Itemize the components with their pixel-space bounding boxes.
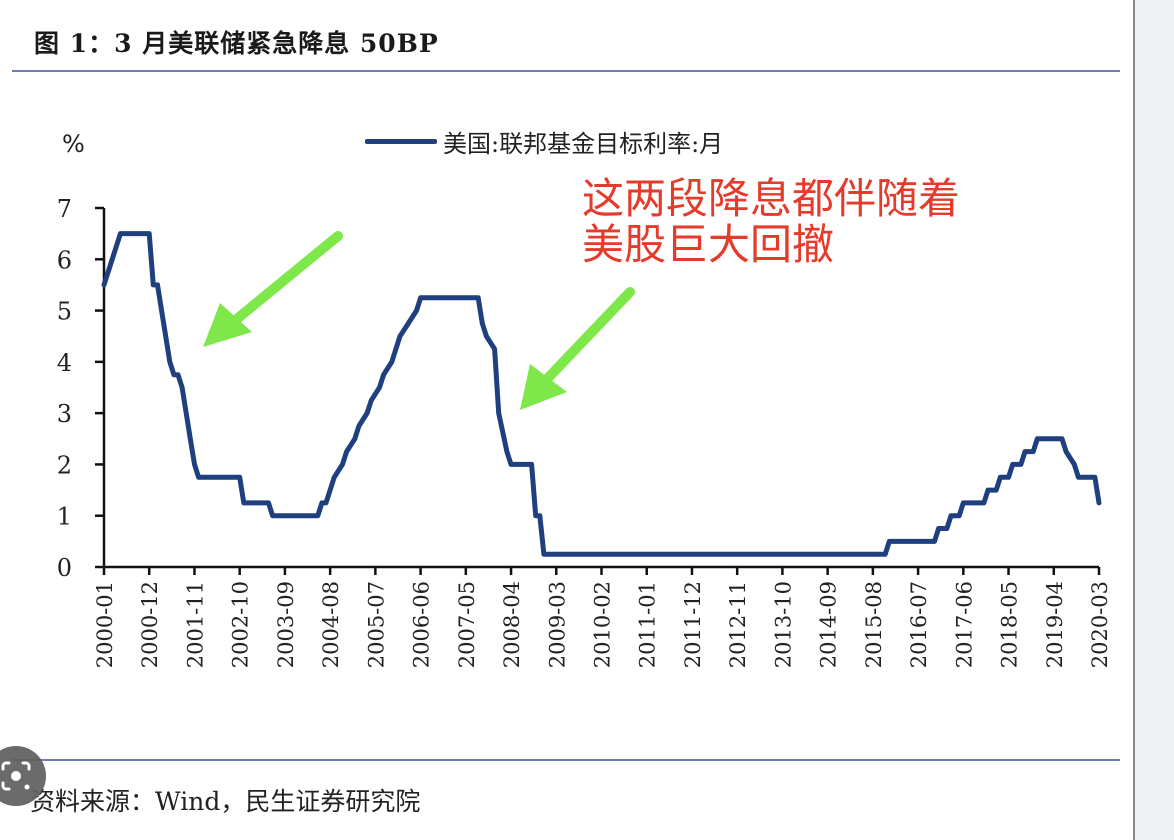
y-tick-label: 2	[57, 451, 72, 479]
callout-annotation: 这两段降息都伴随着 美股巨大回撤	[582, 176, 960, 268]
legend-label: 美国:联邦基金目标利率:月	[443, 130, 724, 158]
x-tick-label: 2014-09	[817, 581, 841, 668]
x-tick-label: 2000-01	[93, 581, 117, 668]
x-tick-label: 2018-05	[998, 581, 1022, 668]
source-note: 资料来源：Wind，民生证券研究院	[30, 787, 421, 816]
arrow-icon	[203, 231, 343, 347]
x-tick-label: 2011-01	[636, 581, 660, 668]
legend-line-swatch	[365, 139, 437, 144]
source-divider	[12, 759, 1120, 761]
y-tick-label: 6	[57, 246, 72, 274]
x-tick-label: 2004-08	[319, 581, 343, 668]
x-tick-label: 2001-11	[183, 581, 207, 668]
y-tick-label: 5	[57, 298, 72, 326]
annotation-line: 美股巨大回撤	[582, 220, 835, 269]
x-tick-label: 2008-04	[500, 581, 524, 668]
y-tick-label: 7	[57, 195, 72, 223]
x-tick-label: 2012-11	[726, 581, 750, 668]
x-tick-label: 2009-03	[545, 581, 569, 668]
x-tick-label: 2006-06	[410, 581, 434, 668]
x-tick-label: 2011-12	[681, 581, 705, 668]
title-divider	[12, 70, 1120, 72]
x-tick-label: 2003-09	[274, 581, 298, 668]
y-tick-label: 4	[57, 349, 72, 377]
google-lens-button[interactable]	[0, 746, 46, 806]
x-tick-label: 2002-10	[229, 581, 253, 668]
y-tick-label: 1	[57, 503, 72, 531]
x-tick-label: 2019-04	[1043, 581, 1067, 668]
arrow-icon	[520, 287, 635, 410]
y-tick-label: 0	[57, 554, 72, 582]
x-tick-label: 2013-10	[771, 581, 795, 668]
chart-legend: 美国:联邦基金目标利率:月	[365, 124, 723, 159]
x-tick-label: 2015-08	[862, 581, 886, 668]
x-tick-label: 2007-05	[455, 581, 479, 668]
x-tick-label: 2016-07	[907, 581, 931, 668]
y-axis: 0 1 2 3 4 5 6 7	[57, 195, 106, 582]
fed-funds-rate-line	[101, 231, 1102, 557]
google-lens-icon	[1, 761, 31, 791]
x-tick-label: 2005-07	[364, 581, 388, 668]
x-tick-label: 2020-03	[1088, 581, 1112, 668]
x-tick-label: 2017-06	[952, 581, 976, 668]
report-page: 图 1：3 月美联储紧急降息 50BP % 美国:联邦基金目标利率:月 0 1 2 3…	[0, 29, 1120, 816]
x-tick-label: 2010-02	[591, 581, 615, 668]
y-axis-unit-label: %	[62, 130, 85, 158]
side-panel	[1133, 0, 1174, 840]
x-tick-label: 2000-12	[138, 581, 162, 668]
figure-title: 图 1：3 月美联储紧急降息 50BP	[34, 29, 439, 58]
x-axis: 2000-01 2000-12 2001-11 2002-10 2003-09 2004-…	[93, 565, 1112, 668]
annotation-line: 这两段降息都伴随着	[582, 174, 961, 223]
y-tick-label: 3	[57, 400, 72, 428]
